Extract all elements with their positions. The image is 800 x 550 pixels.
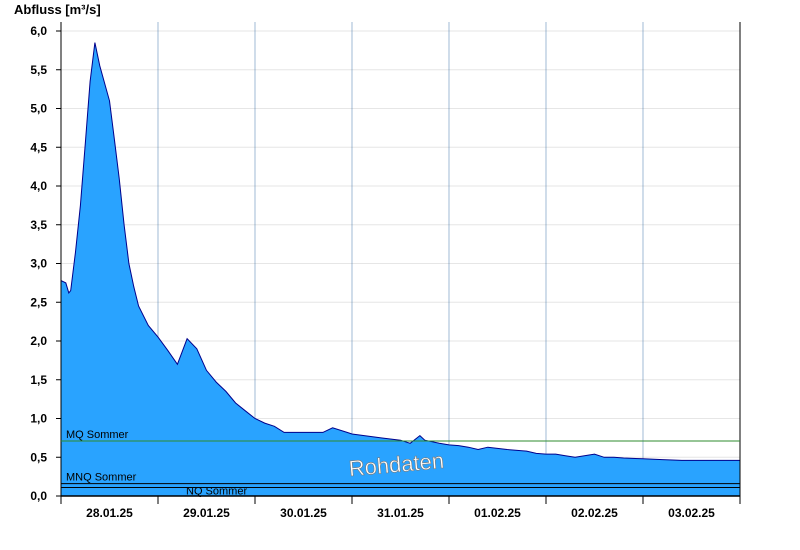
x-tick-label: 30.01.25 [280,506,327,520]
y-axis-title: Abfluss [m³/s] [14,2,101,17]
y-tick-label: 3,0 [30,257,47,271]
y-tick-label: 3,5 [30,218,47,232]
y-tick-label: 4,5 [30,140,47,154]
tick-labels: 0,0 0,5 1,0 1,5 2,0 2,5 3,0 3,5 4,0 4,5 5,0 5,5 6,0 2… [30,24,715,520]
axes [56,22,741,504]
x-tick-label: 28.01.25 [86,506,133,520]
y-tick-label: 1,0 [30,412,47,426]
x-tick-label: 01.02.25 [474,506,521,520]
reference-line-label: MQ Sommer [66,429,129,441]
y-tick-label: 5,5 [30,63,47,77]
y-tick-label: 0,0 [30,489,47,503]
y-tick-label: 2,5 [30,295,47,309]
reference-line-label: NQ Sommer [186,485,247,497]
y-tick-label: 5,0 [30,102,47,116]
discharge-line [60,42,740,461]
y-tick-label: 2,0 [30,334,47,348]
grid [61,22,740,496]
y-tick-label: 4,0 [30,179,47,193]
discharge-area [61,42,740,496]
x-tick-label: 31.01.25 [377,506,424,520]
x-tick-label: 29.01.25 [183,506,230,520]
y-tick-label: 6,0 [30,24,47,38]
y-tick-label: 0,5 [30,450,47,464]
x-tick-label: 03.02.25 [668,506,715,520]
plot-area [60,42,740,496]
reference-line-label: MNQ Sommer [66,472,137,484]
y-tick-label: 1,5 [30,373,47,387]
x-tick-label: 02.02.25 [571,506,618,520]
